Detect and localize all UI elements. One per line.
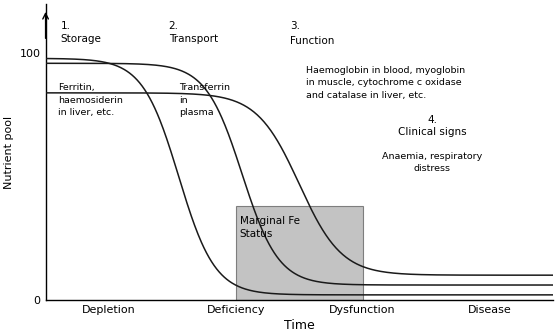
- Bar: [236, 206, 363, 300]
- X-axis label: Time: Time: [284, 319, 315, 332]
- Text: Haemoglobin in blood, myoglobin
in muscle, cytochrome c oxidase
and catalase in : Haemoglobin in blood, myoglobin in muscl…: [306, 66, 465, 100]
- Text: Clinical signs: Clinical signs: [398, 127, 467, 137]
- Text: Function: Function: [290, 36, 335, 46]
- Text: Marginal Fe
Status: Marginal Fe Status: [240, 216, 300, 239]
- Text: Anaemia, respiratory
distress: Anaemia, respiratory distress: [382, 152, 482, 173]
- Text: 4.: 4.: [427, 115, 437, 125]
- Text: 1.: 1.: [61, 22, 71, 31]
- Text: Ferritin,
haemosiderin
in liver, etc.: Ferritin, haemosiderin in liver, etc.: [58, 83, 123, 117]
- Text: 3.: 3.: [290, 22, 300, 31]
- Y-axis label: Nutrient pool: Nutrient pool: [4, 116, 14, 188]
- Text: Storage: Storage: [61, 34, 102, 44]
- Text: Transport: Transport: [169, 34, 218, 44]
- Text: Transferrin
in
plasma: Transferrin in plasma: [179, 83, 229, 117]
- Text: 2.: 2.: [169, 22, 179, 31]
